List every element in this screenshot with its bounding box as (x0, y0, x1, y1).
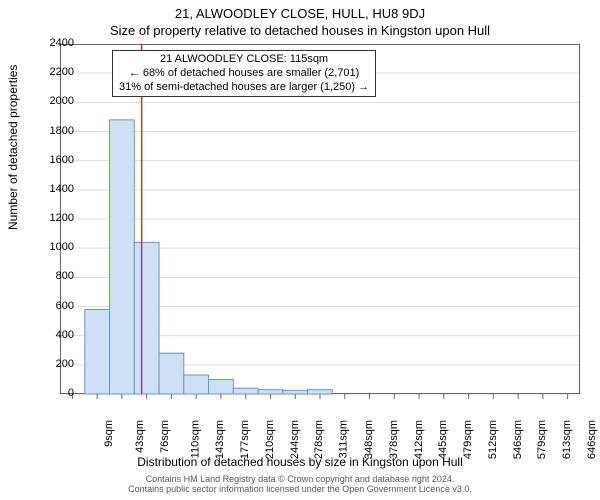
x-tick-label: 479sqm (462, 420, 474, 459)
x-tick-label: 613sqm (561, 420, 573, 459)
y-tick-label: 1400 (34, 183, 74, 195)
y-tick-label: 1200 (34, 212, 74, 224)
annotation-line1: 21 ALWOODLEY CLOSE: 115sqm (119, 53, 369, 67)
x-tick-label: 378sqm (388, 420, 400, 459)
x-tick-label: 244sqm (289, 420, 301, 459)
x-tick-label: 210sqm (264, 420, 276, 459)
x-tick-label: 546sqm (512, 420, 524, 459)
y-tick-label: 1000 (34, 241, 74, 253)
footer-line1: Contains HM Land Registry data © Crown c… (0, 474, 600, 484)
y-tick-label: 400 (34, 329, 74, 341)
y-axis-label: Number of detached properties (6, 65, 20, 230)
y-tick-label: 800 (34, 270, 74, 282)
chart-container: 21, ALWOODLEY CLOSE, HULL, HU8 9DJ Size … (0, 0, 600, 500)
x-tick-label: 348sqm (363, 420, 375, 459)
x-tick-label: 579sqm (536, 420, 548, 459)
footer-line2: Contains public sector information licen… (0, 484, 600, 494)
x-axis-label: Distribution of detached houses by size … (0, 455, 600, 469)
x-tick-label: 412sqm (413, 420, 425, 459)
x-tick-label: 43sqm (134, 420, 146, 453)
y-tick-label: 1800 (34, 125, 74, 137)
y-tick-label: 2000 (34, 95, 74, 107)
title-main: 21, ALWOODLEY CLOSE, HULL, HU8 9DJ (0, 0, 600, 21)
x-tick-label: 76sqm (159, 420, 171, 453)
y-tick-label: 600 (34, 300, 74, 312)
y-tick-label: 2400 (34, 37, 74, 49)
footer: Contains HM Land Registry data © Crown c… (0, 474, 600, 495)
x-tick-label: 311sqm (338, 420, 350, 458)
histogram-chart (60, 44, 580, 414)
annotation-line3: 31% of semi-detached houses are larger (… (119, 81, 369, 95)
x-tick-label: 177sqm (239, 420, 251, 459)
x-tick-label: 512sqm (487, 420, 499, 459)
x-tick-label: 445sqm (437, 420, 449, 459)
title-sub: Size of property relative to detached ho… (0, 21, 600, 38)
y-tick-label: 2200 (34, 66, 74, 78)
annotation-box: 21 ALWOODLEY CLOSE: 115sqm ← 68% of deta… (112, 50, 376, 97)
y-tick-label: 200 (34, 358, 74, 370)
x-tick-label: 110sqm (189, 420, 201, 458)
x-tick-label: 9sqm (103, 420, 115, 447)
y-tick-label: 0 (34, 387, 74, 399)
y-tick-label: 1600 (34, 154, 74, 166)
x-tick-label: 278sqm (314, 420, 326, 459)
x-tick-label: 646sqm (586, 420, 598, 459)
x-tick-label: 143sqm (215, 420, 227, 459)
annotation-line2: ← 68% of detached houses are smaller (2,… (119, 67, 369, 81)
